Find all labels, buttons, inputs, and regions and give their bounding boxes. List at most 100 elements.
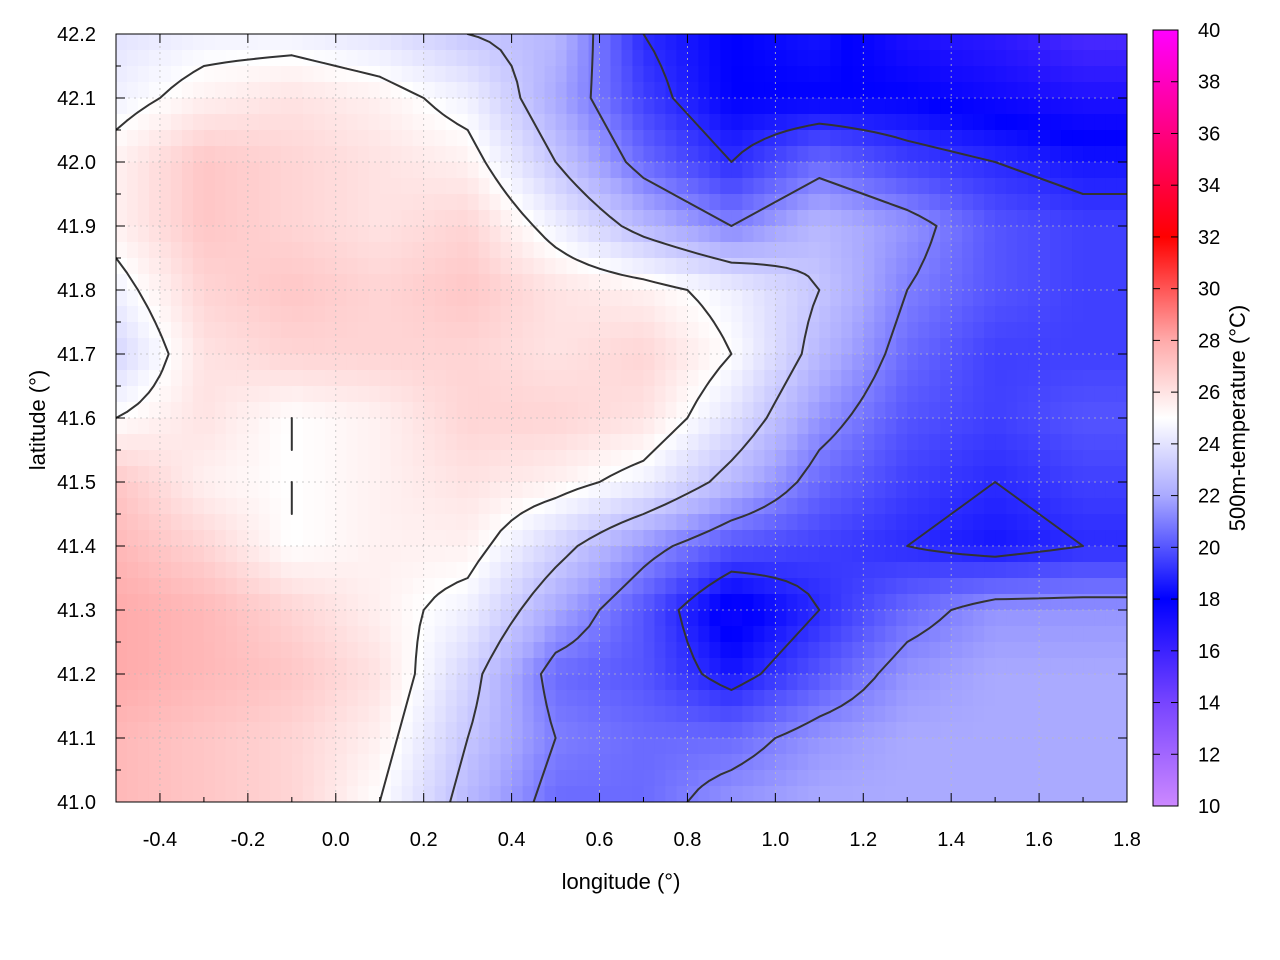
heatmap-cell xyxy=(687,450,700,467)
heatmap-cell xyxy=(1072,674,1084,691)
heatmap-cell xyxy=(621,530,634,547)
heatmap-cell xyxy=(731,354,743,371)
heatmap-cell xyxy=(379,162,392,179)
heatmap-cell xyxy=(1083,450,1095,467)
heatmap-cell xyxy=(390,290,403,307)
heatmap-cell xyxy=(951,34,963,51)
heatmap-cell xyxy=(423,194,436,211)
heatmap-cell xyxy=(379,210,392,227)
heatmap-cell xyxy=(764,594,776,611)
heatmap-cell xyxy=(555,66,568,83)
heatmap-cell xyxy=(588,786,601,802)
contour-line xyxy=(532,34,1127,802)
heatmap-cell xyxy=(698,658,711,675)
heatmap-cell xyxy=(610,626,623,643)
heatmap-cell xyxy=(1116,706,1127,723)
heatmap-cell xyxy=(456,226,469,243)
heatmap-cell xyxy=(786,338,798,355)
heatmap-cell xyxy=(577,146,590,163)
heatmap-cell xyxy=(236,290,249,307)
heatmap-cell xyxy=(511,402,524,419)
heatmap-cell xyxy=(335,466,348,483)
heatmap-cell xyxy=(1083,242,1095,259)
heatmap-cell xyxy=(599,146,612,163)
heatmap-cell xyxy=(830,258,842,275)
heatmap-cell xyxy=(522,114,535,131)
heatmap-cell xyxy=(335,258,348,275)
heatmap-cell xyxy=(687,146,700,163)
heatmap-cell xyxy=(456,386,469,403)
heatmap-cell xyxy=(357,98,370,115)
heatmap-cell xyxy=(116,546,128,563)
heatmap-cell xyxy=(896,674,908,691)
heatmap-cell xyxy=(753,178,765,195)
heatmap-cell xyxy=(148,290,161,307)
heatmap-cell xyxy=(577,274,590,291)
heatmap-cell xyxy=(280,82,293,99)
heatmap-cell xyxy=(1061,466,1073,483)
heatmap-cell xyxy=(1017,738,1029,755)
heatmap-cell xyxy=(709,722,721,739)
heatmap-cell xyxy=(258,146,271,163)
heatmap-cell xyxy=(808,162,820,179)
heatmap-cell xyxy=(885,546,897,563)
heatmap-cell xyxy=(940,338,952,355)
heatmap-cell xyxy=(456,370,469,387)
heatmap-cell xyxy=(478,194,491,211)
heatmap-cell xyxy=(445,514,458,531)
heatmap-cell xyxy=(676,242,689,259)
heatmap-cell xyxy=(544,738,557,755)
heatmap-cell xyxy=(940,162,952,179)
heatmap-cell xyxy=(775,786,787,802)
heatmap-cell xyxy=(148,242,161,259)
heatmap-cell xyxy=(456,530,469,547)
heatmap-cell xyxy=(951,178,963,195)
heatmap-cell xyxy=(863,738,875,755)
heatmap-cell xyxy=(577,530,590,547)
heatmap-cell xyxy=(236,370,249,387)
heatmap-cell xyxy=(368,738,381,755)
heatmap-cell xyxy=(291,290,304,307)
heatmap-cell xyxy=(291,194,304,211)
heatmap-cell xyxy=(401,226,414,243)
heatmap-cell xyxy=(280,370,293,387)
heatmap-cell xyxy=(170,370,183,387)
heatmap-cell xyxy=(401,162,414,179)
heatmap-cell xyxy=(335,354,348,371)
heatmap-cell xyxy=(368,386,381,403)
heatmap-cell xyxy=(962,674,974,691)
heatmap-cell xyxy=(401,514,414,531)
heatmap-cell xyxy=(181,178,194,195)
heatmap-cell xyxy=(1094,514,1106,531)
heatmap-cell xyxy=(797,610,809,627)
heatmap-cell xyxy=(665,546,678,563)
heatmap-cell xyxy=(621,322,634,339)
heatmap-cell xyxy=(1105,610,1117,627)
heatmap-cell xyxy=(1061,114,1073,131)
heatmap-cell xyxy=(544,642,557,659)
heatmap-cell xyxy=(940,466,952,483)
heatmap-cell xyxy=(555,770,568,787)
heatmap-cell xyxy=(1050,530,1062,547)
heatmap-cell xyxy=(116,402,128,419)
heatmap-cell xyxy=(357,450,370,467)
heatmap-cell xyxy=(181,370,194,387)
heatmap-cell xyxy=(357,114,370,131)
heatmap-cell xyxy=(445,546,458,563)
heatmap-cell xyxy=(116,482,128,499)
heatmap-cell xyxy=(1039,178,1051,195)
heatmap-cell xyxy=(654,162,667,179)
heatmap-cell xyxy=(1083,322,1095,339)
heatmap-cell xyxy=(412,258,425,275)
heatmap-cell xyxy=(126,690,139,707)
heatmap-cell xyxy=(1061,338,1073,355)
heatmap-cell xyxy=(1017,130,1029,147)
heatmap-cell xyxy=(379,530,392,547)
heatmap-cell xyxy=(731,114,743,131)
heatmap-cell xyxy=(1061,210,1073,227)
heatmap-cell xyxy=(203,642,216,659)
heatmap-cell xyxy=(137,562,150,579)
heatmap-cell xyxy=(445,210,458,227)
heatmap-cell xyxy=(742,34,754,51)
heatmap-cell xyxy=(313,130,326,147)
